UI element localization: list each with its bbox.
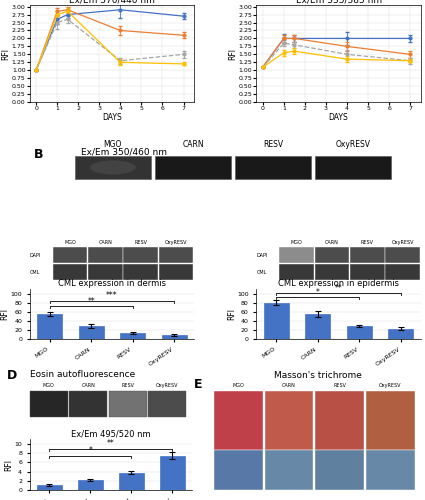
X-axis label: DAYS: DAYS <box>329 112 348 122</box>
Text: DAPI: DAPI <box>256 252 268 258</box>
Bar <box>350 264 385 280</box>
Text: MGO: MGO <box>104 140 122 148</box>
Bar <box>280 247 314 263</box>
Title: Ex/Em 370/440 nm: Ex/Em 370/440 nm <box>69 0 155 4</box>
Bar <box>37 314 62 338</box>
Bar <box>162 335 187 338</box>
Bar <box>385 247 420 263</box>
Text: OxyRESV: OxyRESV <box>165 240 187 245</box>
Text: D: D <box>7 369 17 382</box>
Bar <box>388 329 413 338</box>
Text: RESV: RESV <box>263 140 283 148</box>
Bar <box>235 156 311 179</box>
Bar <box>264 302 289 338</box>
Text: OxyRESV: OxyRESV <box>391 240 414 245</box>
Text: CARN: CARN <box>98 240 112 245</box>
Bar <box>123 264 158 280</box>
Bar <box>347 326 372 338</box>
Text: MGO: MGO <box>64 240 76 245</box>
Text: OxyRESV: OxyRESV <box>379 383 402 388</box>
Text: CARN: CARN <box>282 383 296 388</box>
Text: CARN: CARN <box>81 384 95 388</box>
Text: RESV: RESV <box>361 240 374 245</box>
Text: E: E <box>193 378 202 390</box>
Text: Masson's trichrome: Masson's trichrome <box>274 370 361 380</box>
Bar <box>366 391 414 450</box>
Text: CML: CML <box>256 270 267 274</box>
Bar <box>214 450 263 490</box>
Bar <box>88 247 122 263</box>
Ellipse shape <box>90 160 136 174</box>
Bar <box>155 156 231 179</box>
Text: *: * <box>88 446 92 455</box>
Y-axis label: RFI: RFI <box>227 308 236 320</box>
Title: Ex/Em 335/385 nm: Ex/Em 335/385 nm <box>295 0 382 4</box>
Text: ***: *** <box>106 292 118 300</box>
Text: OxyRESV: OxyRESV <box>336 140 371 148</box>
Bar <box>366 450 414 490</box>
Bar <box>315 391 364 450</box>
Text: **: ** <box>87 297 95 306</box>
Bar <box>315 247 349 263</box>
Text: **: ** <box>335 284 343 293</box>
Bar <box>123 247 158 263</box>
Bar <box>119 472 144 490</box>
Bar <box>120 334 145 338</box>
Text: **: ** <box>107 439 115 448</box>
Bar <box>37 486 62 490</box>
Bar <box>265 391 313 450</box>
Title: CML expression in epidermis: CML expression in epidermis <box>278 280 399 288</box>
Bar <box>159 264 193 280</box>
Text: Eosin autofluorescence: Eosin autofluorescence <box>30 370 135 380</box>
Text: RESV: RESV <box>333 383 346 388</box>
Text: DAPI: DAPI <box>30 252 41 258</box>
Bar <box>78 480 103 490</box>
Bar <box>159 247 193 263</box>
Bar <box>265 450 313 490</box>
Title: Ex/Em 495/520 nm: Ex/Em 495/520 nm <box>71 430 151 438</box>
Bar <box>53 247 87 263</box>
Text: OxyRESV: OxyRESV <box>156 384 178 388</box>
Y-axis label: RFI: RFI <box>1 48 10 60</box>
Bar <box>315 156 391 179</box>
Bar <box>385 264 420 280</box>
Text: B: B <box>34 148 43 161</box>
Bar <box>88 264 122 280</box>
Text: MGO: MGO <box>43 384 55 388</box>
Text: CML: CML <box>30 270 40 274</box>
Y-axis label: RFI: RFI <box>228 48 237 60</box>
Text: RESV: RESV <box>134 240 147 245</box>
Bar <box>148 390 186 417</box>
Text: *: * <box>316 288 320 297</box>
Bar <box>160 456 185 490</box>
Bar <box>350 247 385 263</box>
Bar <box>109 390 147 417</box>
Text: RESV: RESV <box>121 384 134 388</box>
Bar <box>30 390 68 417</box>
Text: Ex/Em 350/460 nm: Ex/Em 350/460 nm <box>81 148 167 157</box>
Text: CARN: CARN <box>325 240 339 245</box>
Text: MGO: MGO <box>291 240 303 245</box>
Bar <box>315 264 349 280</box>
Y-axis label: RFI: RFI <box>4 458 13 470</box>
Text: MGO: MGO <box>232 383 244 388</box>
Bar <box>79 326 104 338</box>
Title: CML expression in dermis: CML expression in dermis <box>58 280 166 288</box>
Text: CARN: CARN <box>182 140 204 148</box>
Bar <box>315 450 364 490</box>
Bar <box>306 314 330 338</box>
Bar <box>75 156 151 179</box>
Bar <box>69 390 108 417</box>
X-axis label: DAYS: DAYS <box>102 112 122 122</box>
Bar <box>214 391 263 450</box>
Bar <box>280 264 314 280</box>
Y-axis label: RFI: RFI <box>0 308 9 320</box>
Bar <box>53 264 87 280</box>
